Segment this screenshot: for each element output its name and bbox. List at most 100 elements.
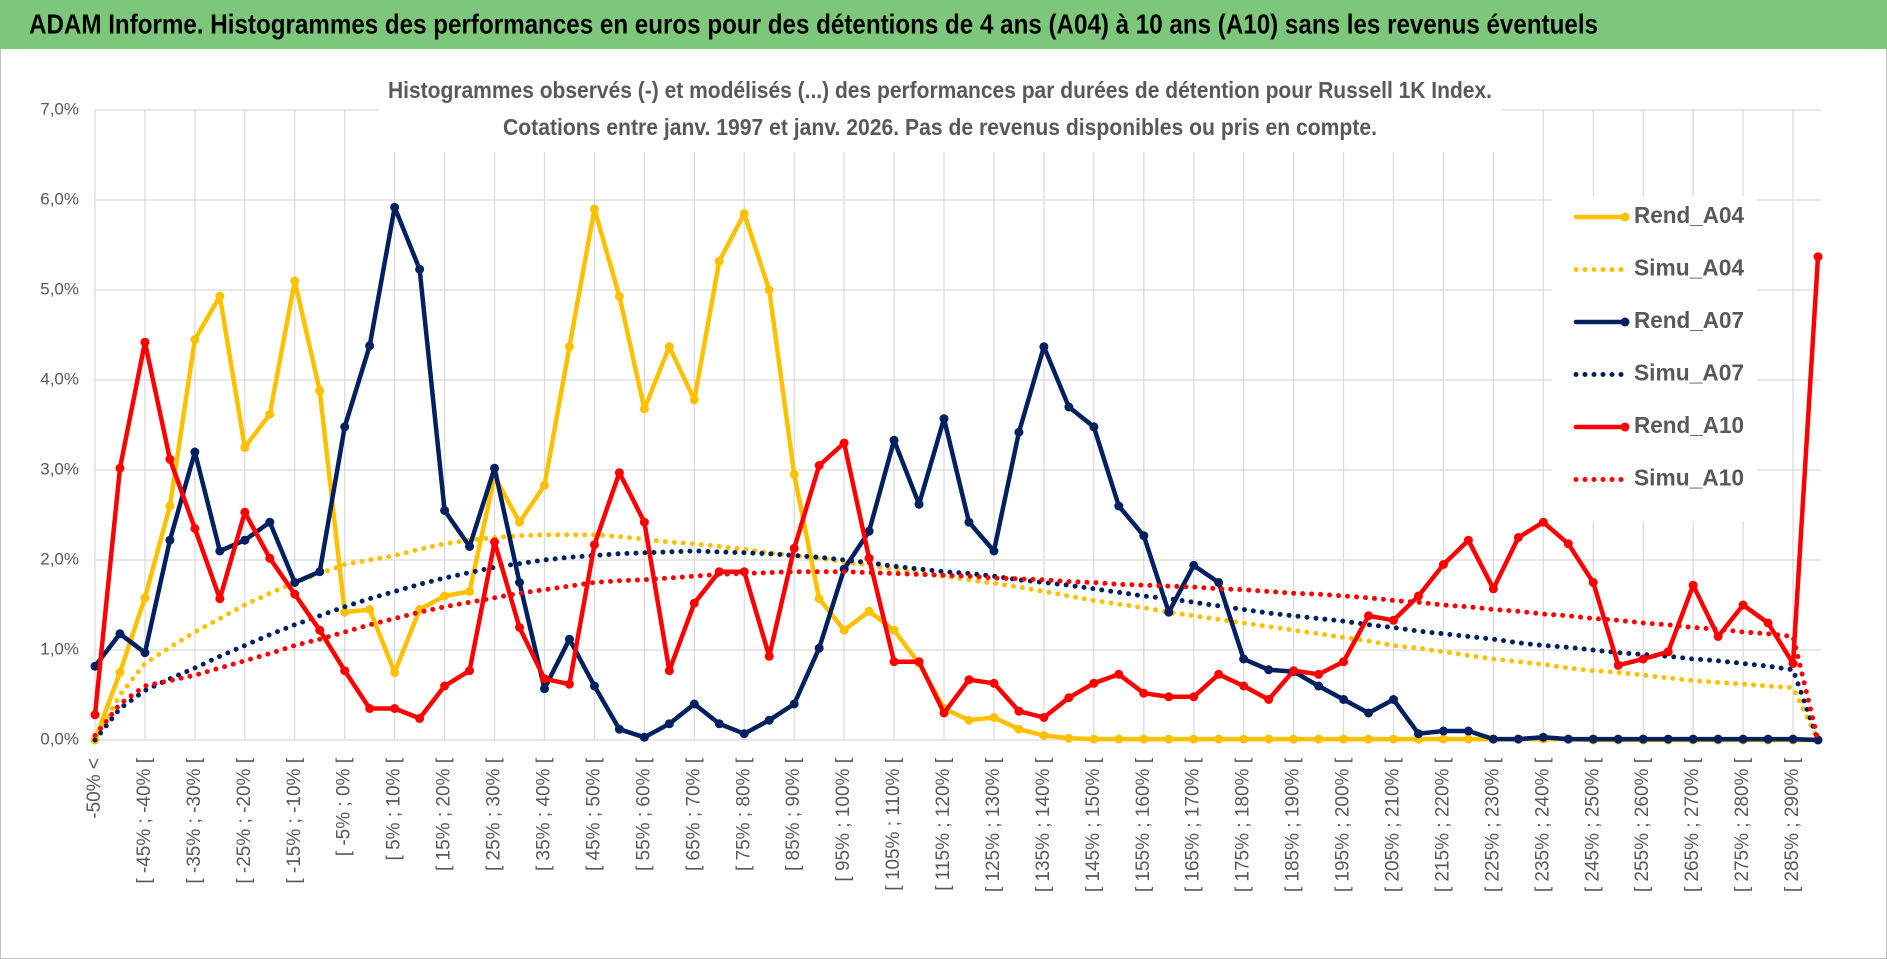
y-tick-label: 7,0% [40, 99, 79, 118]
point-marker [589, 540, 599, 550]
point-marker [515, 623, 525, 632]
point-marker [165, 454, 175, 464]
x-tick-label: [ 85% ; 90% [ [783, 757, 804, 871]
point-marker [1239, 734, 1249, 744]
x-tick-label: [ -45% ; -40% [ [134, 757, 155, 883]
point-marker [1438, 726, 1448, 736]
point-marker [1513, 734, 1523, 744]
point-marker [465, 587, 475, 596]
point-marker [1014, 724, 1024, 734]
point-marker [1289, 734, 1299, 744]
point-marker [515, 578, 525, 587]
point-marker [614, 468, 624, 478]
x-tick-label: [ 195% ; 200% [ [1333, 757, 1354, 892]
x-tick-label: -50% < [84, 758, 105, 819]
point-marker [115, 463, 125, 473]
point-marker [1788, 734, 1798, 744]
point-marker [639, 732, 649, 742]
x-tick-label: [ 175% ; 180% [ [1233, 757, 1254, 892]
point-marker [215, 594, 225, 604]
x-tick-label: [ 155% ; 160% [ [1133, 757, 1154, 892]
point-marker [1364, 734, 1374, 744]
point-marker [689, 598, 699, 608]
legend-label: Rend_A04 [1634, 202, 1744, 228]
point-marker [440, 591, 450, 601]
point-marker [889, 625, 899, 635]
point-marker [340, 666, 350, 676]
point-marker [1164, 692, 1174, 702]
point-marker [1663, 734, 1673, 744]
x-tick-label: [ 265% ; 270% [ [1682, 757, 1703, 892]
point-marker [689, 395, 699, 405]
point-marker [1488, 584, 1498, 594]
point-marker [1638, 654, 1648, 664]
point-marker [390, 704, 400, 713]
point-marker [415, 713, 425, 723]
point-marker [914, 657, 924, 667]
y-tick-label: 1,0% [40, 639, 79, 658]
x-tick-label: [ 215% ; 220% [ [1432, 757, 1453, 892]
subtitle-box [379, 74, 1502, 152]
point-marker [1638, 734, 1648, 744]
point-marker [1114, 669, 1124, 679]
point-marker [1164, 734, 1174, 744]
point-marker [1089, 422, 1099, 432]
point-marker [1713, 734, 1723, 744]
point-marker [1214, 734, 1224, 744]
point-marker [1139, 734, 1149, 744]
point-marker [964, 517, 974, 527]
point-marker [190, 335, 200, 344]
subtitle-line: Cotations entre janv. 1997 et janv. 2026… [503, 114, 1377, 140]
x-tick-label: [ 75% ; 80% [ [733, 757, 754, 871]
point-marker [664, 342, 674, 352]
point-marker [664, 719, 674, 729]
point-marker [1588, 734, 1598, 744]
point-marker [365, 704, 375, 713]
point-marker [989, 713, 999, 722]
point-marker [1339, 734, 1349, 744]
point-marker [764, 285, 774, 295]
point-marker [889, 657, 899, 667]
point-marker [1039, 342, 1049, 352]
point-marker [1488, 734, 1498, 744]
x-tick-label: [ 25% ; 30% [ [484, 757, 505, 871]
point-marker [365, 605, 375, 614]
y-tick-label: 0,0% [40, 729, 79, 748]
point-marker [240, 507, 250, 517]
point-marker [315, 567, 325, 577]
point-marker [140, 648, 150, 658]
point-marker [939, 708, 949, 718]
model-line [92, 532, 1821, 743]
point-marker [140, 337, 150, 347]
point-marker [1538, 517, 1548, 527]
x-tick-label: [ 205% ; 210% [ [1383, 757, 1404, 892]
point-marker [190, 524, 200, 533]
observed-line [92, 204, 1821, 743]
point-marker [1463, 726, 1473, 736]
point-marker [1314, 681, 1324, 691]
point-marker [1688, 734, 1698, 744]
point-marker [1339, 657, 1349, 667]
model-line [92, 548, 1821, 743]
point-marker [490, 537, 500, 547]
x-tick-label: [ -15% ; -10% [ [284, 757, 305, 883]
point-marker [1039, 731, 1049, 740]
point-marker [664, 666, 674, 676]
point-marker [115, 629, 125, 639]
point-marker [1239, 681, 1249, 691]
model-line [92, 569, 1821, 743]
point-marker [1364, 611, 1374, 621]
point-marker [365, 341, 375, 351]
point-marker [864, 526, 874, 536]
point-marker [165, 501, 175, 511]
point-marker [789, 699, 799, 709]
point-marker [539, 674, 549, 684]
point-marker [1613, 734, 1623, 744]
x-tick-label: [ 245% ; 250% [ [1582, 757, 1603, 892]
point-marker [1563, 734, 1573, 744]
x-tick-label: [ -35% ; -30% [ [184, 757, 205, 883]
point-marker [1463, 535, 1473, 545]
point-marker [1189, 560, 1199, 570]
point-marker [1189, 692, 1199, 702]
